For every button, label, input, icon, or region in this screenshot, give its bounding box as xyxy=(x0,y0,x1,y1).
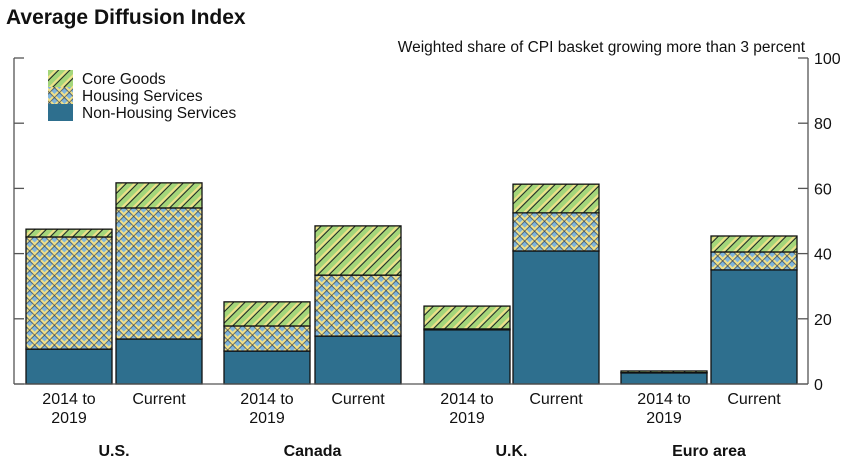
group-label: Euro area xyxy=(672,443,746,460)
bar-core-goods-1 xyxy=(25,228,113,238)
bar-core-goods-6 xyxy=(512,183,600,214)
legend-swatch xyxy=(48,87,73,104)
bar-non-housing-services-3 xyxy=(223,350,311,385)
x-tick-label: Current xyxy=(132,391,186,408)
bar-housing-services-1 xyxy=(25,236,113,350)
y-tick-label: 40 xyxy=(814,247,832,264)
bar-non-housing-services-4 xyxy=(314,335,402,385)
bar-core-goods-3 xyxy=(223,301,311,327)
chart-title: Average Diffusion Index xyxy=(6,6,246,29)
bar-core-goods-2 xyxy=(115,182,203,209)
x-tick-label: 2014 to xyxy=(440,391,493,408)
x-tick-label: 2019 xyxy=(51,410,87,427)
group-label: Canada xyxy=(284,443,342,460)
x-tick-label: 2019 xyxy=(249,410,285,427)
legend-label: Core Goods xyxy=(82,71,166,88)
x-tick-label: 2014 to xyxy=(42,391,95,408)
legend-label: Housing Services xyxy=(82,88,203,105)
x-tick-label: 2014 to xyxy=(240,391,293,408)
x-tick-label: 2014 to xyxy=(637,391,690,408)
bar-core-goods-8 xyxy=(710,235,798,253)
chart-subtitle: Weighted share of CPI basket growing mor… xyxy=(398,39,806,56)
bar-core-goods-7 xyxy=(620,370,708,374)
bar-non-housing-services-5 xyxy=(423,329,511,385)
legend-swatch xyxy=(48,70,73,87)
y-tick-label: 20 xyxy=(814,312,832,329)
y-tick-label: 60 xyxy=(814,181,832,198)
y-tick-label: 80 xyxy=(814,116,832,133)
bar-non-housing-services-8 xyxy=(710,269,798,385)
bar-housing-services-8 xyxy=(710,251,798,271)
y-tick-label: 0 xyxy=(814,377,823,394)
x-tick-label: Current xyxy=(331,391,385,408)
y-tick-label: 100 xyxy=(814,51,841,68)
x-tick-label: Current xyxy=(529,391,583,408)
bar-housing-services-2 xyxy=(115,207,203,340)
bar-housing-services-3 xyxy=(223,325,311,352)
bar-non-housing-services-6 xyxy=(512,250,600,385)
legend-label: Non-Housing Services xyxy=(82,105,236,122)
legend-swatch xyxy=(48,104,73,121)
x-tick-label: 2019 xyxy=(646,410,682,427)
x-tick-label: 2019 xyxy=(449,410,485,427)
x-tick-label: Current xyxy=(727,391,781,408)
bar-housing-services-6 xyxy=(512,212,600,252)
bar-non-housing-services-1 xyxy=(25,348,113,385)
bar-non-housing-services-7 xyxy=(620,372,708,385)
bar-housing-services-4 xyxy=(314,274,402,337)
group-label: U.K. xyxy=(496,443,528,460)
group-label: U.S. xyxy=(98,443,129,460)
bar-non-housing-services-2 xyxy=(115,338,203,385)
bar-core-goods-5 xyxy=(423,305,511,330)
bar-core-goods-4 xyxy=(314,225,402,276)
